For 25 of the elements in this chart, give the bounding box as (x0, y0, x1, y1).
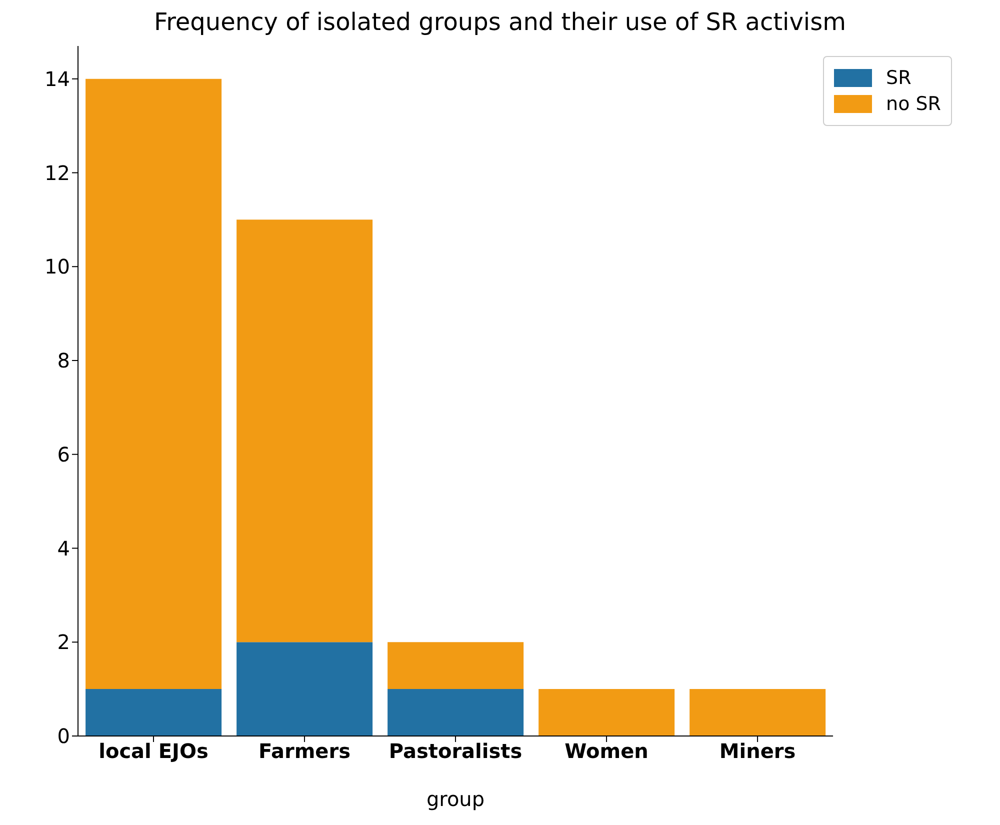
y-tick-label: 8 (57, 348, 70, 373)
y-tick-label: 0 (57, 724, 70, 748)
bar (690, 689, 826, 736)
y-tick-label: 10 (44, 254, 70, 279)
y-tick-label: 4 (57, 536, 70, 560)
bar (86, 689, 222, 736)
bar (236, 642, 373, 736)
legend-label: SR (886, 67, 912, 89)
bar (236, 220, 373, 642)
x-tick-label: local EJOs (98, 739, 208, 764)
x-tick-label: Pastoralists (388, 739, 522, 764)
y-tick-label: 6 (57, 442, 70, 466)
y-tick-label: 2 (57, 630, 70, 654)
x-tick-label: Farmers (258, 739, 351, 764)
bar (388, 689, 524, 736)
x-axis-title: group (426, 787, 485, 811)
y-tick-label: 14 (44, 66, 70, 91)
chart-title: Frequency of isolated groups and their use of SR activism (153, 8, 847, 36)
bar (538, 689, 675, 736)
bar (86, 78, 222, 690)
y-tick-label: 12 (44, 160, 70, 185)
x-tick-label: Women (564, 739, 648, 764)
x-tick-label: Miners (719, 739, 796, 764)
legend-label: no SR (886, 93, 941, 115)
bar (388, 642, 524, 690)
